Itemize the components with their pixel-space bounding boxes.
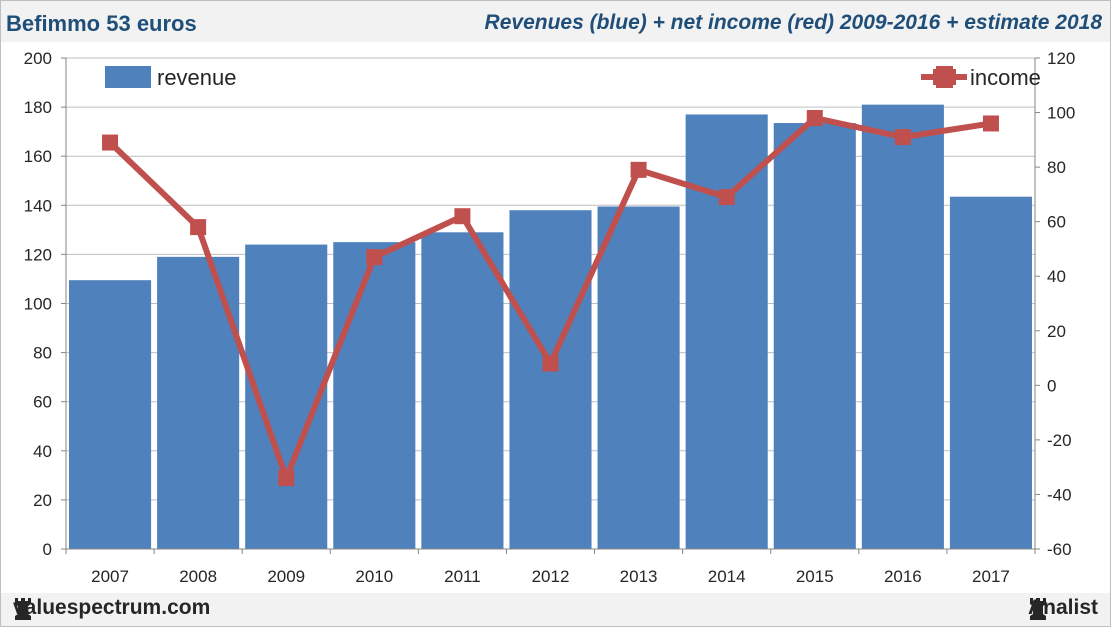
axes: 0 20 40 60 80 100 120 140 160 180 200 -60 -40 -20 0 20 4… <box>24 49 1076 586</box>
left-tick-label: 160 <box>24 147 52 166</box>
right-tick-label: -40 <box>1047 485 1072 504</box>
left-tick-label: 120 <box>24 245 52 264</box>
left-tick-label: 180 <box>24 98 52 117</box>
income-point <box>190 219 207 236</box>
left-tick-label: 0 <box>43 540 52 559</box>
income-line <box>102 110 999 487</box>
left-tick-label: 100 <box>24 295 52 314</box>
footer: valuespectrum.com Analist <box>1 593 1110 626</box>
income-point <box>454 208 471 225</box>
left-tick-label: 40 <box>33 442 52 461</box>
right-tick-label: 40 <box>1047 267 1066 286</box>
income-point <box>366 249 383 266</box>
right-tick-label: 80 <box>1047 158 1066 177</box>
chart-title: Revenues (blue) + net income (red) 2009-… <box>484 11 1102 34</box>
revenue-bar <box>773 123 856 550</box>
revenue-bars <box>69 104 1032 550</box>
x-tick-label: 2008 <box>179 567 217 586</box>
income-point <box>278 470 295 487</box>
legend-revenue-label: revenue <box>157 65 237 90</box>
x-tick-label: 2015 <box>796 567 834 586</box>
right-tick-label: 60 <box>1047 213 1066 232</box>
valuespectrum-text: valuespectrum.com <box>13 596 211 619</box>
income-point <box>806 110 823 127</box>
company-title: Befimmo 53 euros <box>6 11 197 36</box>
combo-chart: 0 20 40 60 80 100 120 140 160 180 200 -60 -40 -20 0 20 4… <box>24 49 1076 586</box>
legend-revenue-swatch <box>105 66 151 88</box>
income-point <box>542 355 559 372</box>
left-tick-label: 60 <box>33 393 52 412</box>
x-tick-label: 2017 <box>972 567 1010 586</box>
right-tick-label: -60 <box>1047 540 1072 559</box>
x-tick-label: 2011 <box>444 567 481 586</box>
right-tick-label: 20 <box>1047 322 1066 341</box>
left-tick-label: 200 <box>24 49 52 68</box>
x-tick-label: 2009 <box>267 567 305 586</box>
analist-brand: Analist <box>1028 596 1098 620</box>
legend-income-marker-h <box>933 69 956 85</box>
right-tick-label: 0 <box>1047 376 1056 395</box>
revenue-bar <box>333 242 416 549</box>
legend-income-label: income <box>970 65 1041 90</box>
header: Befimmo 53 euros Revenues (blue) + net i… <box>1 1 1110 43</box>
chess-rook-icon <box>15 598 31 620</box>
revenue-bar <box>685 114 768 549</box>
revenue-bar <box>597 206 680 549</box>
left-tick-label: 20 <box>33 491 52 510</box>
chess-rook-icon <box>1029 598 1046 620</box>
left-tick-label: 80 <box>33 344 52 363</box>
income-point <box>718 189 735 206</box>
x-tick-label: 2007 <box>91 567 129 586</box>
x-tick-label: 2013 <box>620 567 658 586</box>
x-tick-label: 2010 <box>355 567 393 586</box>
x-tick-label: 2016 <box>884 567 922 586</box>
x-tick-label: 2014 <box>708 567 746 586</box>
income-point <box>894 129 911 146</box>
right-tick-label: 100 <box>1047 104 1075 123</box>
income-point <box>102 134 119 151</box>
left-tick-label: 140 <box>24 196 52 215</box>
revenue-bar <box>421 232 504 549</box>
revenue-bar <box>509 210 592 549</box>
right-tick-label: -20 <box>1047 431 1072 450</box>
right-tick-label: 120 <box>1047 49 1075 68</box>
valuespectrum-brand: valuespectrum.com <box>13 596 210 620</box>
chart-area: 0 20 40 60 80 100 120 140 160 180 200 -60 -40 -20 0 20 4… <box>1 42 1110 593</box>
x-tick-label: 2012 <box>532 567 570 586</box>
income-point <box>982 115 999 132</box>
revenue-bar <box>69 280 152 549</box>
legend: revenue income <box>105 65 1041 90</box>
revenue-bar <box>949 196 1032 549</box>
income-point <box>630 161 647 178</box>
revenue-bar <box>861 104 944 549</box>
